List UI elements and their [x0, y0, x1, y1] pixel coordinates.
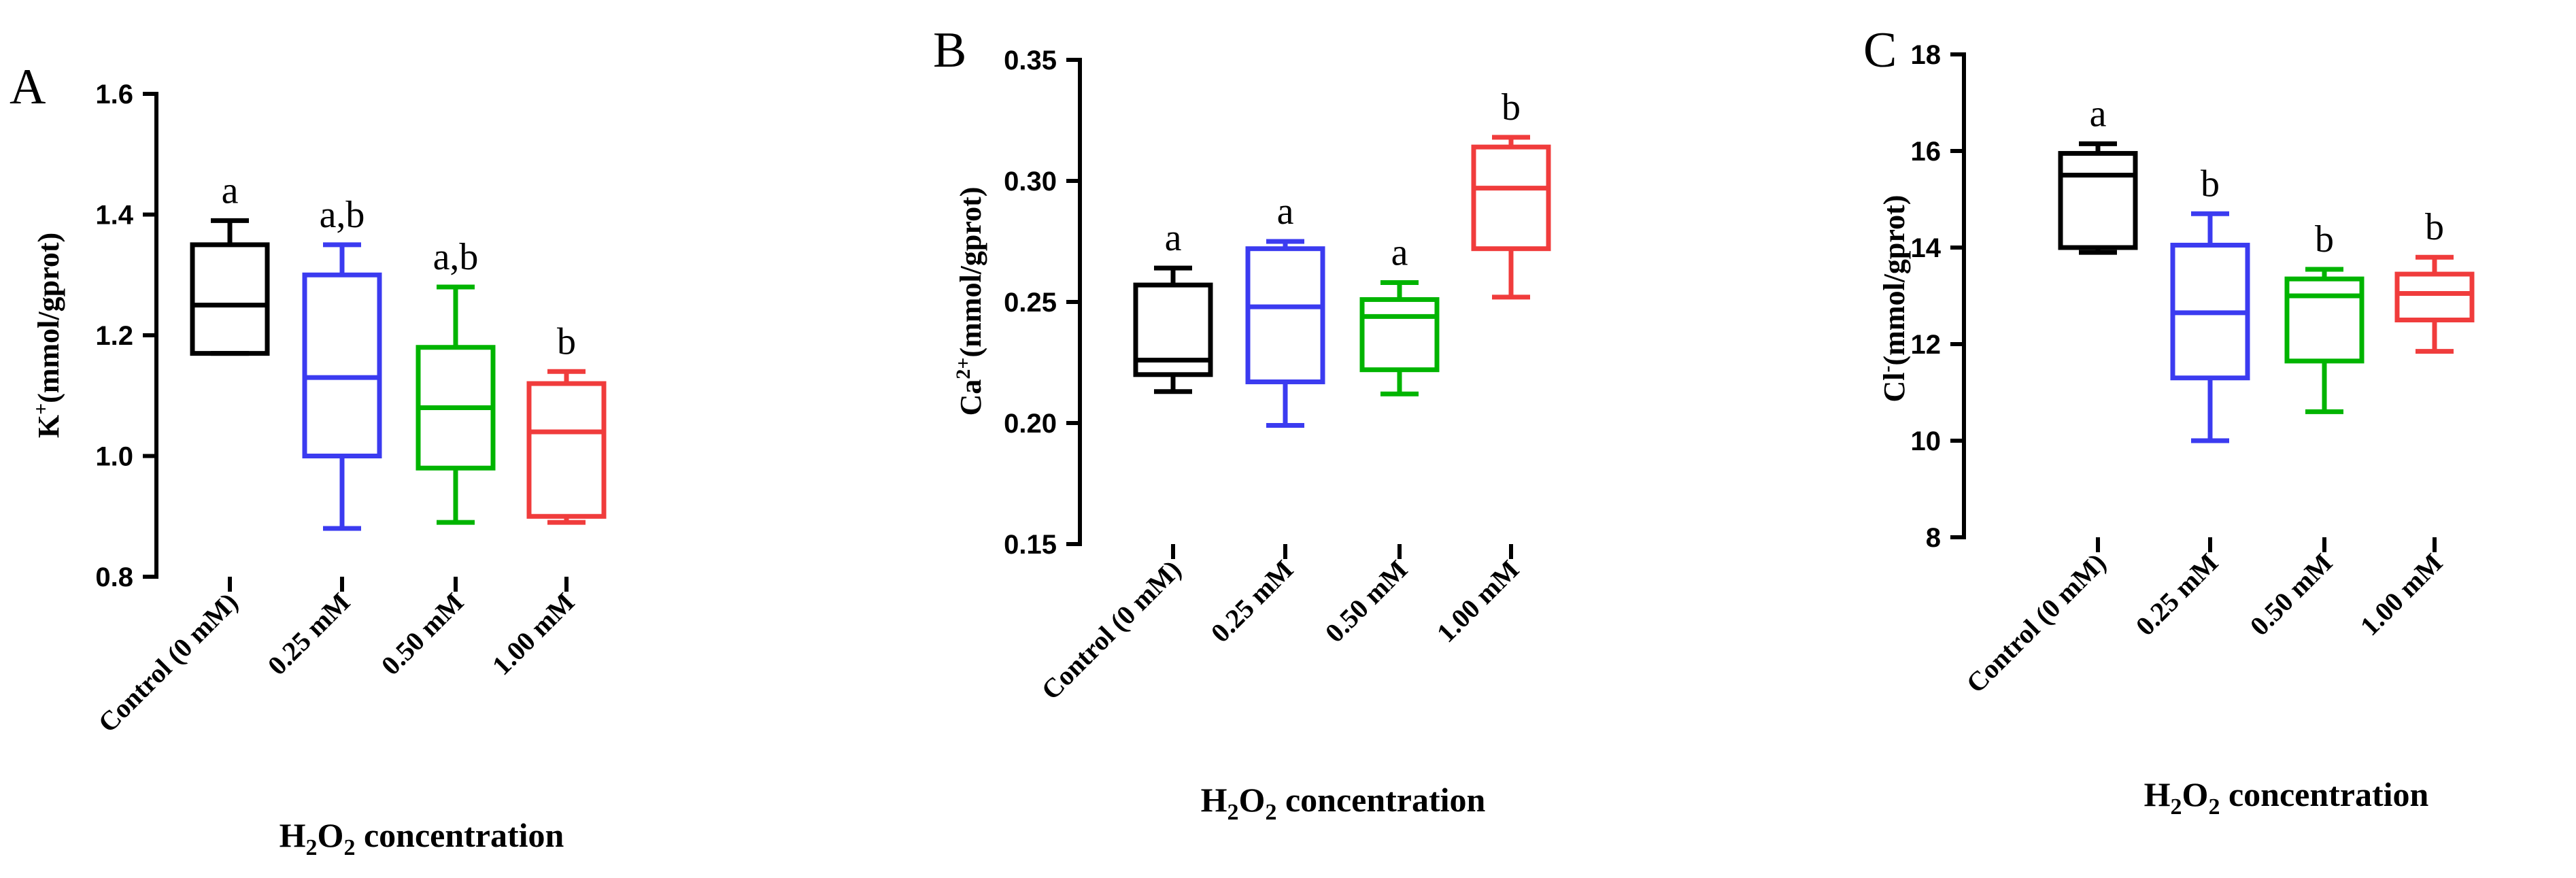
significance-label: a,b	[320, 194, 365, 236]
y-tick-label: 18	[1911, 40, 1942, 70]
box-iqr	[526, 381, 607, 519]
box-iqr	[2394, 271, 2475, 322]
y-title-superscript: 2+	[952, 358, 975, 379]
y-tick-label: 0.35	[1004, 46, 1057, 75]
x-title-h: H	[1201, 781, 1227, 819]
panel-c: C 8 10 12 14 16 18 a Control (0 mM) b 0.25 mM b 0.50…	[1863, 22, 2475, 820]
category-label: 0.25 mM	[1205, 554, 1300, 649]
y-tick-label: 16	[1911, 137, 1942, 167]
significance-label: a	[222, 169, 239, 212]
category-label: Control (0 mM)	[1035, 554, 1187, 706]
y-title-units: (mmol/gprot)	[1878, 195, 1911, 366]
y-tick-label: 10	[1911, 426, 1942, 456]
x-title-h: H	[279, 816, 306, 854]
x-axis-title: H2O2 concentration	[279, 816, 564, 860]
category-label: 1.00 mM	[486, 587, 581, 681]
category-label: 0.25 mM	[262, 587, 356, 681]
y-title-base: Ca	[954, 379, 987, 416]
box-2	[302, 242, 382, 531]
category-label: 0.50 mM	[1319, 554, 1414, 649]
category-label: 0.25 mM	[2130, 547, 2224, 642]
box-iqr	[190, 242, 270, 356]
box-3	[2284, 267, 2365, 414]
y-tick-label: 14	[1911, 233, 1942, 263]
x-title-rest: concentration	[1276, 781, 1485, 819]
significance-label: b	[1502, 86, 1521, 129]
x-title-o: O	[2182, 775, 2209, 813]
y-title-base: Cl	[1878, 372, 1911, 402]
panel-a: A 0.8 1.0 1.2 1.4 1.6 a Control (0 mM) a,b 0.25 m…	[10, 59, 607, 860]
x-title-sub2: 2	[343, 835, 355, 860]
y-tick-label: 1.4	[95, 201, 133, 231]
y-title-superscript: +	[30, 403, 52, 415]
y-tick-label: 12	[1911, 330, 1942, 360]
box-iqr	[302, 272, 382, 458]
y-tick-label: 8	[1926, 523, 1941, 553]
box-3	[1359, 280, 1440, 396]
y-tick-label: 1.2	[95, 321, 133, 351]
x-title-rest: concentration	[355, 816, 564, 854]
box-iqr	[1359, 297, 1440, 373]
category-label: 0.50 mM	[2244, 547, 2339, 642]
x-title-sub2: 2	[1265, 800, 1276, 825]
y-axis-title: Ca2+(mmol/gprot)	[952, 187, 988, 416]
y-axis-title: K+(mmol/gprot)	[30, 233, 66, 438]
x-title-sub2: 2	[2208, 794, 2220, 820]
panel-b: B 0.15 0.20 0.25 0.30 0.35 a Control (0 mM) a 0.2…	[933, 22, 1551, 825]
box-iqr	[1245, 246, 1325, 384]
box-2	[1245, 239, 1325, 428]
panel-letter: B	[933, 22, 966, 78]
box-1	[190, 218, 270, 356]
box-4	[526, 369, 607, 525]
category-label: 1.00 mM	[2354, 547, 2449, 642]
significance-label: a	[1391, 232, 1408, 274]
significance-label: b	[557, 320, 576, 362]
significance-label: a	[1277, 190, 1294, 233]
significance-label: a	[1165, 217, 1182, 259]
significance-label: b	[2315, 218, 2334, 260]
significance-label: b	[2201, 163, 2220, 205]
box-iqr	[2058, 151, 2138, 250]
y-axis-title: Cl-(mmol/gprot)	[1876, 195, 1912, 403]
significance-label: b	[2425, 206, 2444, 248]
panel-letter: A	[10, 59, 46, 115]
category-label: Control (0 mM)	[1960, 547, 2112, 699]
box-iqr	[1133, 282, 1213, 377]
significance-label: a,b	[433, 236, 479, 278]
y-title-units: (mmol/gprot)	[32, 233, 65, 403]
box-2	[2170, 211, 2250, 443]
box-4	[1471, 135, 1551, 300]
y-title-base: K	[32, 415, 65, 438]
box-3	[416, 284, 496, 525]
y-tick-label: 1.6	[95, 80, 133, 109]
x-axis-title: H2O2 concentration	[2144, 775, 2429, 820]
y-tick-label: 0.25	[1004, 288, 1057, 318]
panel-letter: C	[1863, 22, 1897, 78]
category-label: 1.00 mM	[1431, 554, 1525, 649]
x-title-o: O	[318, 816, 344, 854]
y-tick-label: 0.30	[1004, 167, 1057, 197]
y-title-units: (mmol/gprot)	[954, 187, 987, 358]
y-tick-label: 1.0	[95, 442, 133, 472]
box-4	[2394, 254, 2475, 354]
x-title-sub1: 2	[1227, 800, 1239, 825]
y-tick-label: 0.20	[1004, 409, 1057, 439]
x-title-sub1: 2	[306, 835, 318, 860]
x-title-o: O	[1239, 781, 1266, 819]
x-title-sub1: 2	[2171, 794, 2182, 820]
category-label: Control (0 mM)	[92, 587, 243, 739]
box-1	[1133, 265, 1213, 394]
box-iqr	[2284, 276, 2365, 364]
y-title-superscript: -	[1876, 365, 1898, 372]
x-title-rest: concentration	[2220, 775, 2428, 813]
x-axis-title: H2O2 concentration	[1201, 781, 1486, 825]
y-tick-label: 0.8	[95, 562, 133, 592]
y-tick-label: 0.15	[1004, 530, 1057, 560]
x-title-h: H	[2144, 775, 2171, 813]
category-label: 0.50 mM	[375, 587, 470, 681]
box-iqr	[1471, 144, 1551, 252]
box-1	[2058, 141, 2138, 255]
significance-label: a	[2090, 92, 2107, 135]
